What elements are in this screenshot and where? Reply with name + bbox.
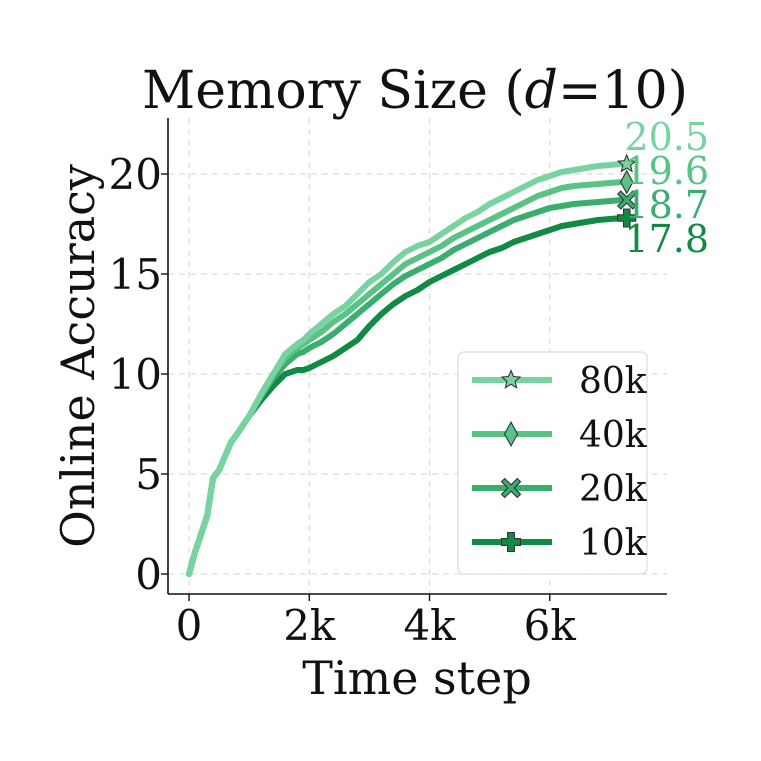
- end-marker-20k: [616, 190, 637, 210]
- x-tick-label: 0: [176, 601, 203, 650]
- y-ticks: 0 5 10 15 20: [109, 150, 168, 599]
- legend: 80k 40k 20k 10k: [457, 351, 648, 575]
- title-variable: d: [525, 61, 558, 121]
- legend-marker-80k: [500, 369, 522, 389]
- x-tick-label: 6k: [524, 601, 577, 650]
- series-markers: [616, 153, 637, 228]
- x-tick-label: 2k: [283, 601, 336, 650]
- axes: [167, 118, 667, 595]
- end-marker-40k: [619, 169, 634, 195]
- legend-marker-20k: [500, 477, 522, 499]
- y-tick-label: 0: [135, 550, 162, 599]
- series-end-labels: 20.519.618.717.8: [624, 115, 709, 261]
- legend-box: [457, 351, 648, 575]
- chart-title: Memory Size (d=10): [142, 61, 688, 121]
- title-prefix: Memory Size (: [142, 61, 525, 121]
- legend-label-40k: 40k: [579, 415, 648, 456]
- y-tick-label: 15: [109, 250, 162, 299]
- y-tick-label: 20: [109, 150, 162, 199]
- end-value-80k: 20.5: [624, 115, 709, 159]
- series-lines: [186, 161, 630, 577]
- end-marker-10k: [617, 208, 637, 228]
- end-value-20k: 18.7: [624, 183, 709, 227]
- legend-label-80k: 80k: [579, 361, 648, 402]
- end-marker-80k: [616, 153, 637, 173]
- y-tick-label: 10: [109, 350, 162, 399]
- legend-marker-40k: [503, 420, 519, 448]
- x-ticks: 0 2k 4k 6k: [176, 594, 577, 650]
- y-axis-label: Online Accuracy: [51, 164, 105, 548]
- legend-label-10k: 10k: [579, 523, 648, 564]
- legend-label-20k: 20k: [579, 469, 648, 510]
- end-value-10k: 17.8: [624, 217, 709, 261]
- title-suffix: =10): [558, 61, 688, 121]
- x-axis-label: Time step: [302, 651, 532, 705]
- end-value-40k: 19.6: [624, 149, 709, 193]
- y-tick-label: 5: [135, 450, 162, 499]
- series-line-80k: [186, 161, 630, 577]
- x-tick-label: 4k: [403, 601, 456, 650]
- legend-marker-10k: [500, 531, 522, 553]
